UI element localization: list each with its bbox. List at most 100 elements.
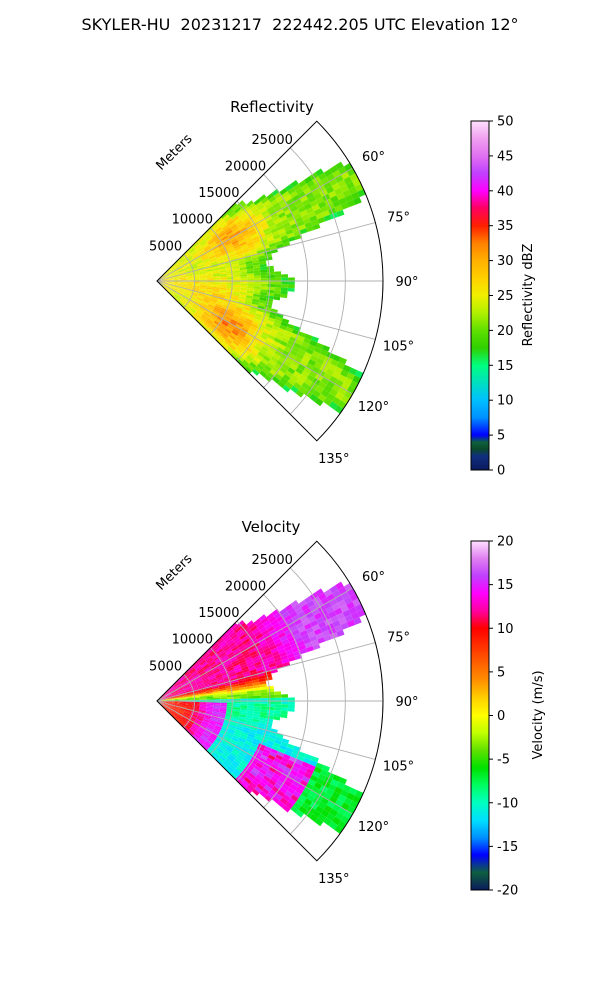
colorbar-tick-label: 0	[497, 709, 505, 724]
radar-gate	[307, 615, 317, 623]
radar-gate	[261, 661, 269, 667]
radar-gate	[298, 349, 306, 356]
radar-gate	[268, 242, 277, 248]
radar-gate	[170, 688, 177, 693]
radar-gate	[242, 757, 250, 764]
radar-gate	[228, 754, 236, 761]
radar-gate	[275, 316, 283, 322]
radar-gate	[171, 271, 178, 275]
radar-gate	[178, 708, 185, 711]
radar-gate	[222, 237, 230, 243]
radar-gate	[218, 262, 226, 267]
radar-gate	[265, 653, 273, 659]
radar-gate	[173, 716, 179, 722]
radar-gate	[195, 719, 202, 724]
radar-gate	[301, 603, 310, 612]
radar-gate	[171, 287, 178, 292]
radar-gate	[184, 688, 192, 692]
radar-gate	[332, 354, 341, 362]
radar-gate	[267, 221, 276, 228]
radar-gate	[169, 266, 175, 271]
radar-gate	[342, 784, 352, 793]
radar-gate	[261, 617, 269, 624]
radar-gate	[215, 254, 223, 259]
radar-gate	[220, 653, 228, 660]
radar-gate	[250, 306, 258, 311]
radar-gate	[246, 763, 254, 771]
radar-gate	[199, 693, 207, 696]
radar-gate	[244, 255, 252, 260]
radar-gate	[242, 745, 250, 751]
radar-gate	[184, 709, 192, 713]
radar-gate	[298, 626, 306, 633]
radar-gate	[260, 692, 268, 696]
radar-gate	[202, 259, 210, 264]
radar-gate	[260, 709, 268, 713]
radar-gate	[351, 191, 360, 200]
radar-gate	[236, 724, 244, 729]
radar-gate	[179, 678, 186, 684]
radar-gate	[196, 730, 203, 736]
radar-gate	[334, 366, 343, 375]
radar-gate	[338, 166, 347, 175]
radar-gate	[329, 795, 338, 804]
radar-gate	[171, 271, 178, 275]
colorbar-tick-label: 20	[497, 324, 514, 339]
radar-gate	[274, 697, 282, 701]
radar-gate	[191, 670, 198, 676]
radar-gate	[284, 225, 292, 232]
radar-gate	[219, 755, 226, 762]
radar-gate	[253, 293, 261, 298]
radar-gate	[241, 759, 249, 767]
radar-gate	[177, 269, 185, 273]
radar-gate	[233, 287, 241, 290]
radar-gate	[191, 251, 198, 257]
radar-gate	[183, 266, 191, 270]
radar-gate	[267, 701, 275, 705]
radar-gate	[177, 289, 185, 293]
radar-gate	[178, 720, 184, 726]
radar-gate	[233, 276, 241, 279]
reflectivity-grid	[156, 147, 383, 415]
radar-gate	[217, 719, 225, 723]
radar-gate	[227, 277, 234, 280]
radar-gate	[199, 271, 207, 275]
radar-gate	[172, 699, 180, 701]
radar-gate	[159, 279, 166, 281]
radar-gate	[168, 291, 175, 297]
radar-gate	[252, 262, 260, 266]
radar-gate	[244, 629, 253, 636]
radar-gate	[230, 223, 238, 230]
radar-gate	[336, 361, 345, 370]
radar-gate	[234, 758, 242, 765]
radar-gate	[253, 690, 261, 694]
radar-gate	[234, 637, 242, 644]
radar-gate	[298, 751, 307, 758]
radar-gate	[199, 287, 207, 291]
radar-gate	[331, 602, 341, 611]
radar-gate	[205, 308, 213, 313]
radar-gate	[281, 274, 288, 278]
radar-gate	[195, 718, 203, 723]
radar-gate	[242, 668, 250, 674]
radar-gate	[212, 288, 220, 291]
radar-gate	[244, 366, 253, 374]
radar-gate	[261, 315, 269, 321]
radar-gate	[261, 241, 269, 247]
radar-gate	[268, 359, 277, 366]
radar-gate	[337, 374, 347, 383]
radar-gate	[272, 340, 280, 347]
radar-gate	[166, 699, 173, 701]
radar-gate	[205, 740, 212, 747]
radar-gate	[165, 284, 172, 287]
radar-gate	[212, 691, 220, 694]
radar-gate	[237, 775, 245, 782]
radar-gate	[295, 216, 304, 224]
radar-gate	[250, 233, 259, 239]
radar-gate	[250, 625, 258, 632]
radar-gate	[260, 701, 268, 704]
radar-gate	[253, 738, 261, 744]
radar-gate	[215, 226, 222, 233]
radar-gate	[252, 236, 260, 242]
radar-gate	[289, 363, 298, 371]
